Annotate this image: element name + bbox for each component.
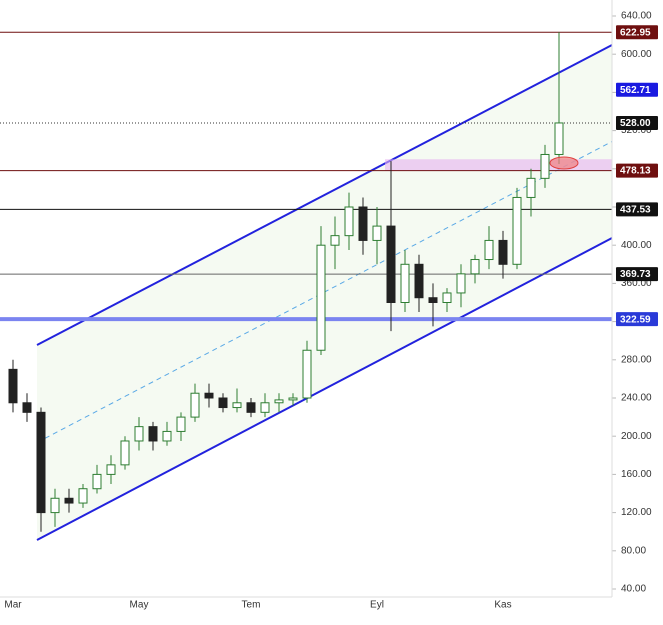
- candle-body: [512, 196, 522, 265]
- x-tick-label: Eyl: [370, 600, 384, 611]
- candle-body: [22, 402, 32, 413]
- y-tick-label: 200.00: [621, 431, 652, 442]
- front-layer: 622.95 562.71 528.00 478.13 437.53 369.73 322.…: [616, 25, 658, 327]
- x-tick-label: May: [130, 600, 149, 611]
- y-tick-label: 360.00: [621, 278, 652, 289]
- candle-body: [554, 122, 564, 155]
- candle-body: [330, 235, 340, 246]
- candle-body: [92, 473, 102, 490]
- candle-body: [442, 292, 452, 304]
- y-tick-label: 640.00: [621, 11, 652, 22]
- candle-body: [246, 402, 256, 413]
- price-level-label: 528.00: [620, 118, 651, 129]
- price-level-label: 437.53: [620, 204, 651, 215]
- channel-lower: [36, 237, 613, 541]
- candle-body: [106, 464, 116, 475]
- price-level-label: 369.73: [620, 269, 651, 280]
- y-tick-label: 160.00: [621, 469, 652, 480]
- price-level-label: 562.71: [620, 85, 651, 96]
- candle-body: [232, 402, 242, 409]
- candle-body: [288, 397, 298, 401]
- candle-body: [36, 411, 46, 514]
- candle-body: [456, 273, 466, 294]
- price-level-box: [616, 115, 658, 130]
- y-tick-label: 240.00: [621, 393, 652, 404]
- candle-body: [400, 263, 410, 303]
- candle-body: [386, 225, 396, 304]
- candle-body: [484, 239, 494, 261]
- y-tick-label: 280.00: [621, 354, 652, 365]
- candle-body: [428, 297, 438, 304]
- y-tick-label: 600.00: [621, 49, 652, 60]
- x-tick-label: Tem: [242, 600, 261, 611]
- x-tick-label: Mar: [4, 600, 22, 611]
- price-level-box: [616, 25, 658, 40]
- candle-body: [176, 416, 186, 432]
- price-level-label: 322.59: [620, 314, 651, 325]
- candle-body: [414, 263, 424, 299]
- candle-body: [8, 368, 18, 404]
- x-tick-label: Kas: [494, 600, 511, 611]
- candle-body: [260, 402, 270, 413]
- candle-body: [344, 206, 354, 237]
- candle-body: [470, 259, 480, 275]
- channel-upper: [36, 44, 613, 346]
- y-tick-label: 40.00: [621, 584, 646, 595]
- candle-body: [358, 206, 368, 241]
- candle-body: [50, 497, 60, 514]
- candle-body: [78, 488, 88, 504]
- price-level-box: [616, 163, 658, 178]
- y-tick-label: 80.00: [621, 545, 646, 556]
- highlight-marker: [549, 156, 579, 170]
- zone: [385, 159, 612, 171]
- price-level-label: 622.95: [620, 27, 651, 38]
- main-layer: 40.00 80.00 120.00 160.00 200.00 240.00 280.00…: [4, 11, 652, 611]
- candle-body: [316, 244, 326, 351]
- price-level-label: 478.13: [620, 166, 651, 177]
- candle-body: [498, 239, 508, 265]
- candle-body: [120, 440, 130, 466]
- y-tick-label: 400.00: [621, 240, 652, 251]
- price-level-box: [616, 202, 658, 217]
- y-tick-label: 520.00: [621, 125, 652, 136]
- candle-body: [190, 392, 200, 418]
- candle-body: [302, 349, 312, 399]
- candle-body: [526, 177, 536, 198]
- candle-body: [204, 392, 214, 399]
- price-level-box: [616, 82, 658, 97]
- candle-body: [134, 426, 144, 442]
- candle-body: [540, 153, 550, 179]
- candle-body: [64, 497, 74, 504]
- candle-body: [274, 399, 284, 404]
- candle-body: [162, 430, 172, 442]
- price-level-box: [616, 312, 658, 327]
- y-tick-label: 120.00: [621, 507, 652, 518]
- candle-body: [148, 426, 158, 442]
- candle-body: [218, 397, 228, 409]
- candle-body: [372, 225, 382, 241]
- price-level-box: [616, 267, 658, 282]
